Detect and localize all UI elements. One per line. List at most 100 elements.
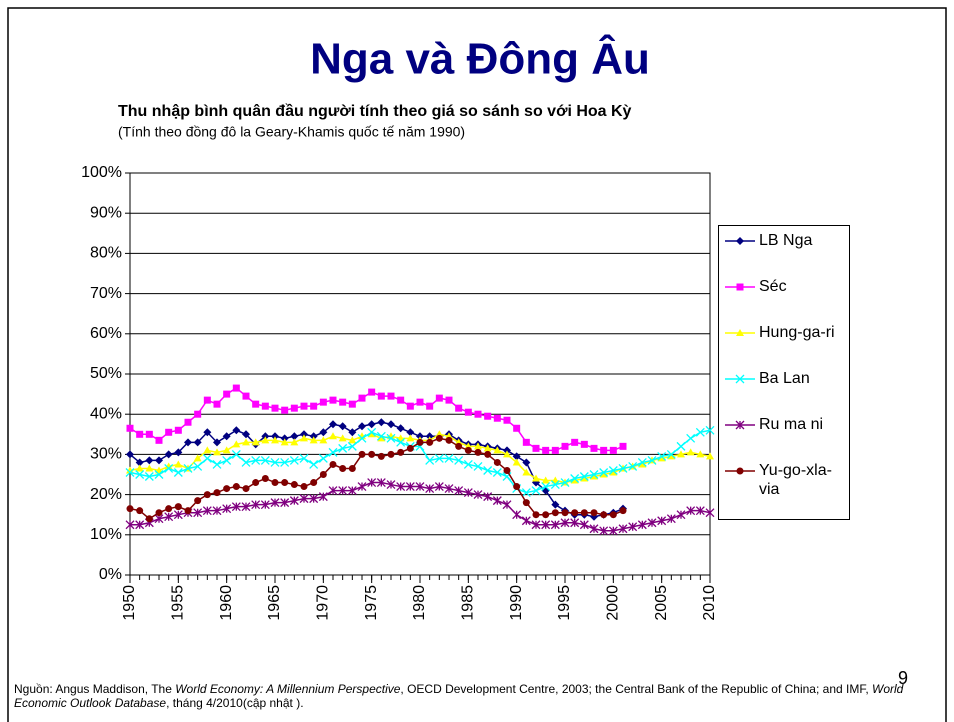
marker [492,468,502,477]
legend-label: Ru ma ni [759,416,824,433]
marker [638,460,647,468]
marker [173,510,183,520]
x-tick-label: 2010 [701,585,718,621]
marker [164,464,174,473]
y-tick-label: 70% [90,285,122,302]
marker [260,500,270,510]
marker [619,507,627,515]
marker [203,396,211,404]
marker [416,432,424,441]
marker [474,448,482,456]
marker [618,524,628,534]
marker [232,440,241,448]
marker [618,464,628,473]
marker [551,446,559,454]
legend-swatch [725,237,755,245]
marker [522,499,530,507]
marker [425,455,435,465]
marker [735,420,745,430]
marker [463,459,473,469]
marker [223,390,231,398]
marker [580,440,588,448]
marker [455,442,463,450]
footer-text: , tháng 4/2010(cập nhật ). [166,696,304,710]
marker [570,476,579,484]
marker [193,508,203,518]
marker [454,455,464,465]
marker [521,516,531,526]
footer: Nguồn: Angus Maddison, The World Economy… [14,682,944,710]
marker [406,434,415,442]
footer-text: Nguồn: Angus Maddison, The [14,682,176,696]
marker [541,520,551,530]
marker [261,475,269,483]
marker [474,442,482,450]
marker [512,452,521,461]
x-tick-label: 1970 [315,585,332,621]
y-tick-label: 0% [99,566,122,583]
y-tick-label: 90% [90,204,122,221]
marker [338,422,347,431]
marker [512,458,521,466]
marker [155,436,163,444]
x-tick-label: 1985 [460,585,477,621]
marker [541,482,551,492]
marker [222,455,232,465]
marker [512,510,522,520]
marker [473,462,483,471]
marker [155,456,163,465]
marker [136,430,144,438]
marker [232,384,240,392]
marker [637,520,647,530]
marker [542,446,550,454]
marker [647,518,657,528]
marker [492,496,502,506]
marker [397,448,405,456]
marker [590,509,598,517]
marker [484,412,492,420]
y-tick-label: 20% [90,486,122,503]
marker [503,466,511,474]
marker [145,515,153,523]
marker [252,400,260,408]
marker [434,453,444,463]
marker [464,446,472,454]
marker [212,506,222,516]
marker [589,524,599,534]
marker [444,453,454,463]
marker [184,418,192,426]
marker [550,520,560,530]
marker [242,392,250,400]
marker [300,483,308,491]
marker [367,420,376,429]
marker [367,478,377,487]
marker [628,522,638,532]
marker [222,446,231,454]
marker [174,503,182,511]
marker [531,520,541,530]
marker [464,408,472,416]
marker [271,479,279,487]
marker [503,450,511,458]
marker [397,396,405,404]
marker [435,434,443,442]
marker [299,494,309,504]
marker [338,434,347,442]
marker [483,444,492,452]
marker [657,454,666,462]
marker [522,458,531,467]
marker [521,488,531,498]
x-tick-label: 1980 [411,585,428,621]
marker [386,480,396,490]
marker [202,453,212,463]
marker [154,470,164,479]
x-tick-label: 2005 [653,585,670,621]
marker [435,394,443,402]
marker [532,444,540,452]
marker [387,420,395,429]
marker [145,456,154,465]
marker [666,514,676,524]
marker [426,438,434,446]
